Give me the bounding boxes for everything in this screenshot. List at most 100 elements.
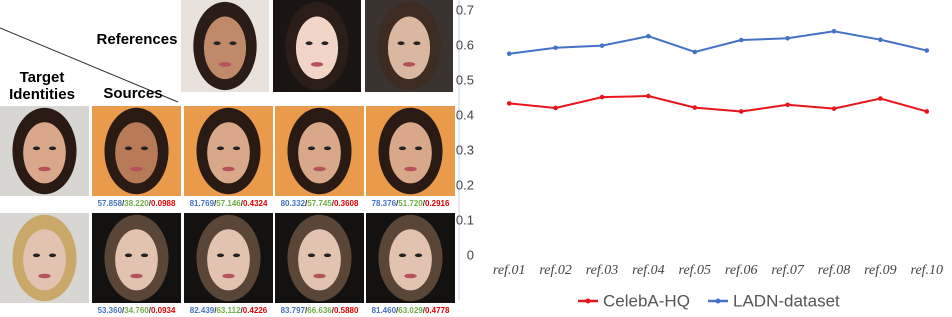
eye <box>307 253 316 258</box>
diagonal-divider <box>0 27 179 103</box>
score-separator: / <box>423 199 426 208</box>
series-line <box>509 95 928 113</box>
legend-marker <box>715 298 721 304</box>
data-point <box>831 29 837 34</box>
score-separator: / <box>423 306 426 315</box>
score-separator: / <box>305 306 308 315</box>
score-text: 53.360/34.760/0.0934 <box>98 306 176 315</box>
face <box>115 229 158 291</box>
score-value: 83.797 <box>281 306 306 315</box>
score-value: 0.4324 <box>243 199 268 208</box>
lips <box>130 273 143 279</box>
data-point <box>692 49 698 55</box>
score-text: 57.858/38.220/0.0988 <box>98 199 176 208</box>
data-point <box>924 109 930 114</box>
eye <box>414 253 423 258</box>
target-label: Target <box>20 69 65 86</box>
target-label: Identities <box>9 86 75 103</box>
x-tick-label: ref.05 <box>679 263 712 278</box>
eye <box>307 146 316 151</box>
score-separator: / <box>241 199 244 208</box>
x-tick-label: ref.03 <box>586 263 619 278</box>
score-separator: / <box>396 306 399 315</box>
eye <box>232 253 241 258</box>
lips <box>130 166 143 172</box>
lips <box>38 166 51 172</box>
eye <box>48 253 57 258</box>
score-value: 57.146 <box>216 199 241 208</box>
face <box>389 122 432 184</box>
data-point <box>878 96 883 101</box>
eye <box>413 41 421 46</box>
score-separator: / <box>214 306 217 315</box>
score-separator: / <box>214 199 217 208</box>
data-point <box>692 105 698 110</box>
score-value: 63.029 <box>398 306 423 315</box>
score-separator: / <box>332 306 335 315</box>
face-image <box>184 106 273 196</box>
legend-marker <box>585 298 591 304</box>
series-line <box>509 30 928 55</box>
x-tick-label: ref.08 <box>818 263 851 278</box>
legend-label: LADN-dataset <box>733 291 840 310</box>
face-image <box>0 213 89 303</box>
x-tick-label: ref.07 <box>771 263 805 278</box>
eye <box>140 253 149 258</box>
score-value: 0.2916 <box>425 199 450 208</box>
eye <box>397 41 405 46</box>
data-point <box>553 45 558 51</box>
face-image <box>92 213 181 303</box>
score-separator: / <box>149 306 152 315</box>
face <box>295 16 339 80</box>
score-value: 80.332 <box>281 199 306 208</box>
face-image <box>365 0 453 92</box>
eye <box>140 146 149 151</box>
score-value: 66.636 <box>307 306 332 315</box>
x-tick-label: ref.02 <box>539 263 572 278</box>
eye <box>323 253 332 258</box>
eye <box>213 41 221 46</box>
x-tick-label: ref.04 <box>632 263 665 278</box>
score-value: 0.0988 <box>151 199 176 208</box>
face-image <box>92 106 181 196</box>
score-value: 63.112 <box>216 306 241 315</box>
data-point <box>878 37 883 42</box>
eye <box>398 146 407 151</box>
eye <box>323 146 332 151</box>
eye <box>48 146 57 151</box>
face-image <box>0 106 89 196</box>
score-value: 81.460 <box>372 306 397 315</box>
lips <box>310 62 324 67</box>
score-value: 57.858 <box>98 199 123 208</box>
data-point <box>599 43 605 48</box>
score-separator: / <box>122 199 125 208</box>
data-point <box>924 48 930 53</box>
data-point <box>785 102 790 108</box>
lips <box>222 166 235 172</box>
eye <box>32 253 41 258</box>
eye <box>321 41 329 46</box>
eye <box>414 146 423 151</box>
score-text: 83.797/66.636/0.5880 <box>281 306 359 315</box>
lips <box>404 273 417 279</box>
score-value: 0.4778 <box>425 306 450 315</box>
score-separator: / <box>332 199 335 208</box>
score-value: 0.4226 <box>243 306 268 315</box>
legend-label: CelebA-HQ <box>603 291 690 310</box>
data-point <box>506 101 512 106</box>
data-point <box>831 106 837 111</box>
score-separator: / <box>122 306 125 315</box>
lips <box>38 273 51 279</box>
face-image <box>181 0 269 92</box>
face-image <box>366 213 455 303</box>
data-point <box>646 93 651 99</box>
face-image <box>366 106 455 196</box>
lips <box>222 273 235 279</box>
face <box>23 122 66 184</box>
y-tick-label: 0.1 <box>456 212 474 227</box>
x-tick-label: ref.06 <box>725 263 758 278</box>
lips <box>313 273 326 279</box>
x-tick-label: ref.09 <box>864 263 897 278</box>
data-point <box>785 36 790 41</box>
score-text: 82.439/63.112/0.4226 <box>190 306 268 315</box>
